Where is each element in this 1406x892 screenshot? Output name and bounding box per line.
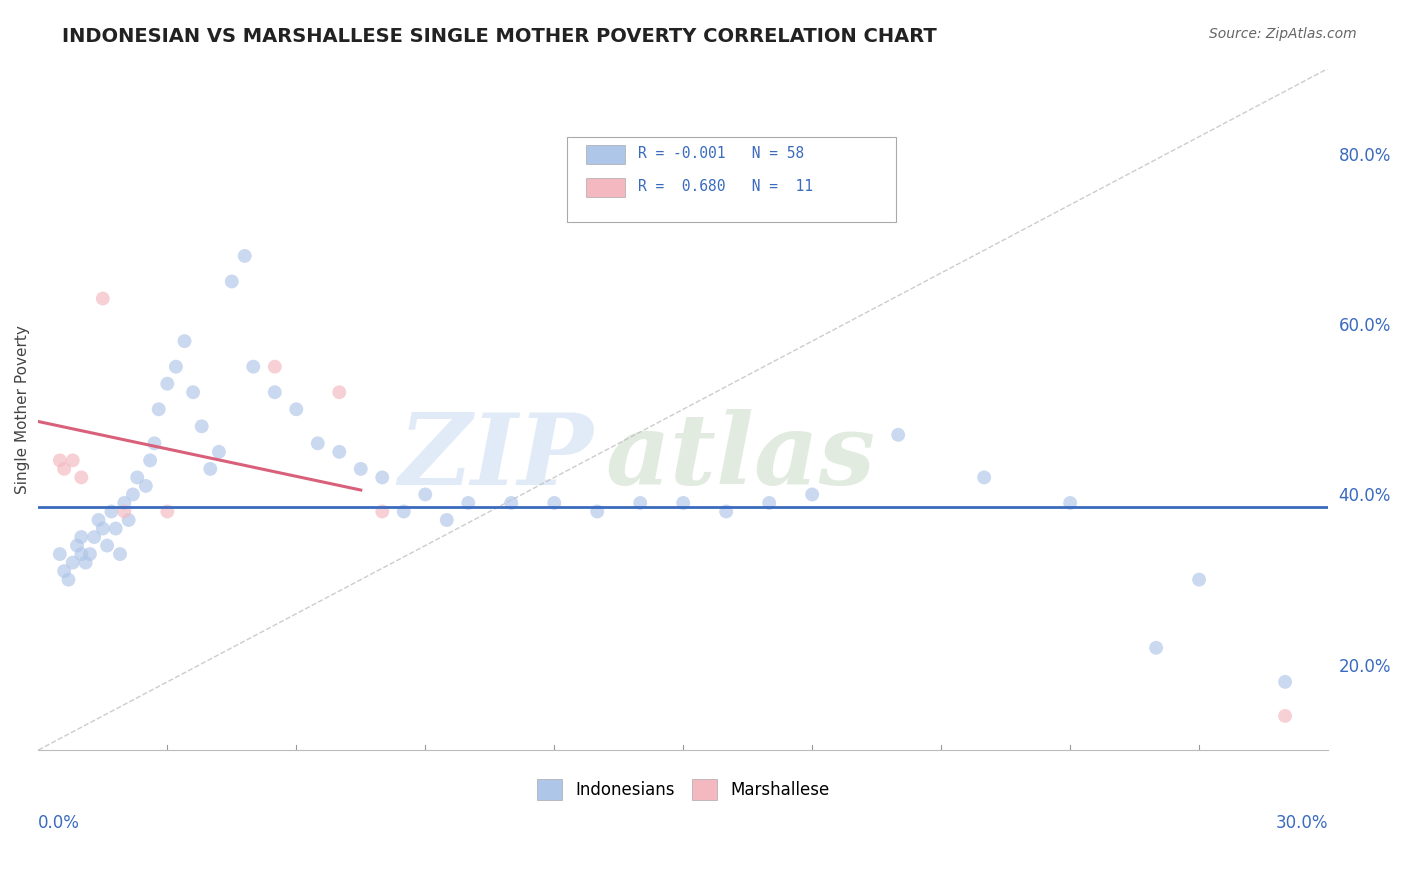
Legend: Indonesians, Marshallese: Indonesians, Marshallese — [530, 772, 837, 806]
Point — [148, 402, 170, 417]
Point — [75, 556, 97, 570]
Point — [70, 530, 93, 544]
Point — [1144, 640, 1167, 655]
Point — [1274, 674, 1296, 689]
Point — [887, 427, 910, 442]
FancyBboxPatch shape — [586, 145, 626, 164]
Point — [70, 547, 93, 561]
Point — [628, 496, 651, 510]
Point — [716, 504, 738, 518]
Point — [436, 513, 458, 527]
Point — [127, 470, 149, 484]
Point — [350, 462, 373, 476]
Point — [501, 496, 523, 510]
Text: 30.0%: 30.0% — [1275, 814, 1329, 832]
Point — [973, 470, 995, 484]
Point — [96, 539, 118, 553]
Point — [112, 496, 135, 510]
Point — [100, 504, 122, 518]
Point — [91, 292, 114, 306]
Y-axis label: Single Mother Poverty: Single Mother Poverty — [15, 325, 30, 493]
Point — [586, 504, 609, 518]
Text: Source: ZipAtlas.com: Source: ZipAtlas.com — [1209, 27, 1357, 41]
Point — [53, 462, 76, 476]
Point — [263, 385, 285, 400]
Point — [62, 556, 84, 570]
Text: ZIP: ZIP — [398, 409, 593, 505]
Point — [49, 453, 72, 467]
Point — [371, 504, 394, 518]
Point — [413, 487, 436, 501]
Point — [156, 504, 179, 518]
Point — [135, 479, 157, 493]
Text: R =  0.680   N =  11: R = 0.680 N = 11 — [638, 179, 813, 194]
Point — [53, 564, 76, 578]
Point — [112, 504, 135, 518]
Point — [122, 487, 145, 501]
Point — [263, 359, 285, 374]
Point — [91, 522, 114, 536]
Point — [285, 402, 308, 417]
Point — [83, 530, 105, 544]
Point — [543, 496, 565, 510]
Point — [307, 436, 329, 450]
FancyBboxPatch shape — [586, 178, 626, 196]
Point — [208, 445, 231, 459]
Point — [371, 470, 394, 484]
Point — [1059, 496, 1081, 510]
Point — [165, 359, 187, 374]
Point — [328, 445, 350, 459]
Point — [117, 513, 139, 527]
Text: atlas: atlas — [606, 409, 876, 505]
Point — [79, 547, 101, 561]
Point — [87, 513, 110, 527]
Point — [801, 487, 824, 501]
Point — [457, 496, 479, 510]
Text: INDONESIAN VS MARSHALLESE SINGLE MOTHER POVERTY CORRELATION CHART: INDONESIAN VS MARSHALLESE SINGLE MOTHER … — [62, 27, 936, 45]
Point — [672, 496, 695, 510]
Point — [156, 376, 179, 391]
Point — [200, 462, 222, 476]
Text: 0.0%: 0.0% — [38, 814, 80, 832]
Point — [190, 419, 212, 434]
Point — [173, 334, 195, 348]
FancyBboxPatch shape — [567, 136, 896, 222]
Text: R = -0.001   N = 58: R = -0.001 N = 58 — [638, 146, 804, 161]
Point — [233, 249, 256, 263]
Point — [58, 573, 80, 587]
Point — [66, 539, 89, 553]
Point — [1274, 709, 1296, 723]
Point — [181, 385, 204, 400]
Point — [104, 522, 127, 536]
Point — [242, 359, 264, 374]
Point — [49, 547, 72, 561]
Point — [143, 436, 166, 450]
Point — [758, 496, 780, 510]
Point — [221, 275, 243, 289]
Point — [62, 453, 84, 467]
Point — [392, 504, 415, 518]
Point — [70, 470, 93, 484]
Point — [139, 453, 162, 467]
Point — [1188, 573, 1211, 587]
Point — [328, 385, 350, 400]
Point — [108, 547, 131, 561]
